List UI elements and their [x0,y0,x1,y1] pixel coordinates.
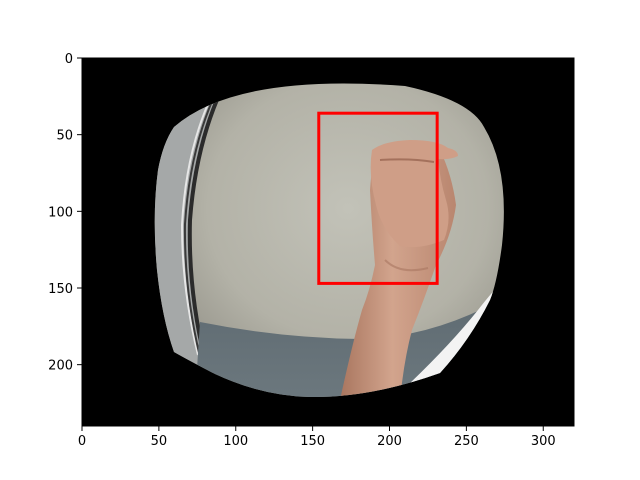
door-frame-edge-light [180,94,213,356]
x-tick-label: 0 [78,434,86,449]
x-tick-label: 250 [454,434,479,449]
door-frame-edge-dark [187,83,228,361]
y-axis: 0 50 100 150 200 [48,52,82,374]
y-tick-label: 200 [48,359,73,374]
bounding-box [317,111,439,285]
x-tick-label: 100 [223,434,248,449]
y-tick-label: 0 [65,52,73,67]
x-tick-label: 300 [531,434,556,449]
door-frame [154,83,232,380]
door-frame-edge-dark-2 [183,87,219,358]
y-tick-label: 50 [56,129,73,144]
x-axis: 0 50 100 150 200 250 300 [78,426,556,449]
x-tick-label: 50 [151,434,168,449]
x-tick-label: 200 [377,434,402,449]
photo-image [154,83,504,398]
y-tick-label: 150 [48,282,73,297]
y-tick-label: 100 [48,205,73,220]
wrist-shadow [384,259,429,272]
x-tick-label: 150 [300,434,325,449]
axes-frame [81,57,575,427]
knuckle-shadow [379,158,435,163]
